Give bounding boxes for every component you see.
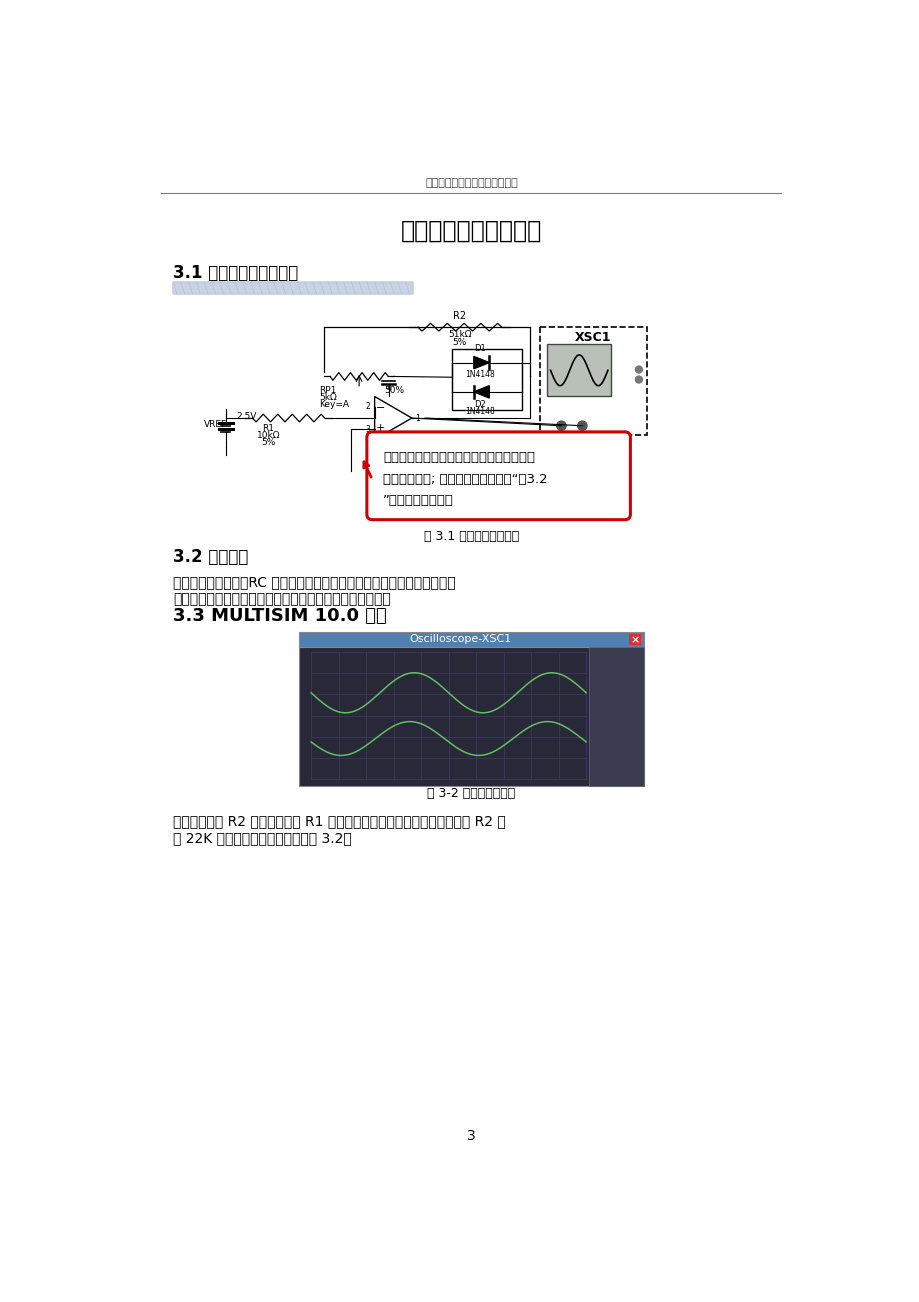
Text: 图 3-2 电路仿真波形图: 图 3-2 电路仿真波形图 <box>427 788 515 801</box>
Text: 3.2 原理分析: 3.2 原理分析 <box>173 548 248 565</box>
Bar <box>547 344 610 397</box>
Text: 图 3.1 文氏振荡器电路图: 图 3.1 文氏振荡器电路图 <box>424 530 518 543</box>
Bar <box>539 327 646 435</box>
Circle shape <box>556 421 565 431</box>
Text: Oscilloscope-XSC1: Oscilloscope-XSC1 <box>409 634 511 644</box>
Bar <box>299 647 643 786</box>
Text: +: + <box>376 423 385 434</box>
Text: 三、设计题目原理分析: 三、设计题目原理分析 <box>401 219 541 243</box>
Text: ×: × <box>630 635 639 644</box>
Text: 3.1 文氏振荡电路电路图: 3.1 文氏振荡电路电路图 <box>173 264 298 283</box>
Text: 5%: 5% <box>452 339 467 348</box>
Text: VREF: VREF <box>204 419 227 428</box>
Polygon shape <box>473 357 489 368</box>
Bar <box>451 349 521 410</box>
Bar <box>299 631 643 647</box>
Text: 浙江传媒学院电子工艺实习报告: 浙江传媒学院电子工艺实习报告 <box>425 178 517 189</box>
FancyBboxPatch shape <box>367 432 630 519</box>
Text: 4: 4 <box>386 384 391 393</box>
Text: 1N4148: 1N4148 <box>465 370 494 379</box>
Text: 3: 3 <box>467 1129 475 1143</box>
Text: D2: D2 <box>473 400 485 409</box>
Bar <box>173 281 413 294</box>
Text: 1: 1 <box>414 414 419 423</box>
Circle shape <box>635 376 641 383</box>
Text: 5V: 5V <box>377 469 390 478</box>
Text: 3: 3 <box>365 424 369 434</box>
Text: 为 22K 再次进行仿真，结果如下图 3.2。: 为 22K 再次进行仿真，结果如下图 3.2。 <box>173 832 351 845</box>
Bar <box>588 647 643 786</box>
Polygon shape <box>473 385 489 398</box>
Circle shape <box>635 366 641 372</box>
Text: 3.3 MULTISIM 10.0 仿真: 3.3 MULTISIM 10.0 仿真 <box>173 607 387 625</box>
Text: U1A: U1A <box>388 452 407 461</box>
Text: R2: R2 <box>453 311 466 322</box>
Text: 2.5V: 2.5V <box>235 411 256 421</box>
Text: 振荡电路作为选频环节，可以获得很高纯度的正弦波电压。: 振荡电路作为选频环节，可以获得很高纯度的正弦波电压。 <box>173 592 391 605</box>
Text: 2: 2 <box>365 402 369 411</box>
Text: 8: 8 <box>386 444 391 453</box>
Text: 1N4148: 1N4148 <box>465 408 494 417</box>
Text: −: − <box>376 404 385 413</box>
Polygon shape <box>374 397 412 440</box>
Text: RP1: RP1 <box>319 385 336 395</box>
Text: 文氏电桥电路是一个RC 串、并联电路，该电路结构简单，被广泛用于低频: 文氏电桥电路是一个RC 串、并联电路，该电路结构简单，被广泛用于低频 <box>173 575 455 589</box>
Text: Key=A: Key=A <box>319 400 349 409</box>
Text: 图应有图名、图号，为宋体五号字，居中，: 图应有图名、图号，为宋体五号字，居中， <box>382 452 535 464</box>
Text: D1: D1 <box>473 344 485 353</box>
Text: ”为第三章第二图。: ”为第三章第二图。 <box>382 495 454 508</box>
Bar <box>173 281 413 294</box>
Text: 51kΩ: 51kΩ <box>448 331 471 340</box>
Text: 5kΩ: 5kΩ <box>319 393 337 401</box>
Bar <box>173 281 413 294</box>
Text: XSC1: XSC1 <box>574 332 611 345</box>
Text: 5%: 5% <box>261 437 276 447</box>
Text: 经原理分析当 R2 调整为略大于 R1 可以得到较好的不失真正弦波，故改变 R2 值: 经原理分析当 R2 调整为略大于 R1 可以得到较好的不失真正弦波，故改变 R2… <box>173 815 505 828</box>
Text: 50%: 50% <box>384 385 404 395</box>
Bar <box>629 634 641 646</box>
Text: 列在图的下方; 图按章顺序编号，如“图3.2: 列在图的下方; 图按章顺序编号，如“图3.2 <box>382 473 547 486</box>
Circle shape <box>577 421 586 431</box>
Text: R1: R1 <box>262 424 274 434</box>
Text: 10kΩ: 10kΩ <box>256 431 280 440</box>
